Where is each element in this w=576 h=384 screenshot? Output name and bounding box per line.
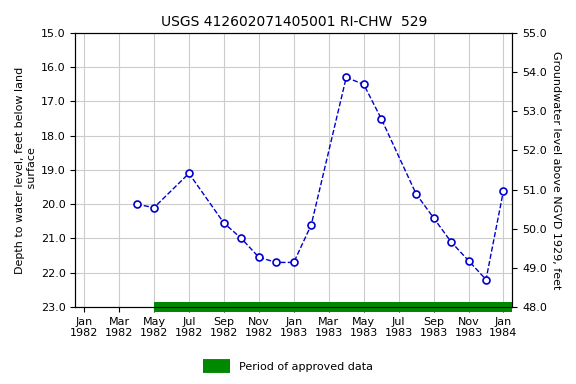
Y-axis label: Groundwater level above NGVD 1929, feet: Groundwater level above NGVD 1929, feet — [551, 51, 561, 289]
Legend: Period of approved data: Period of approved data — [198, 358, 378, 377]
Title: USGS 412602071405001 RI-CHW  529: USGS 412602071405001 RI-CHW 529 — [161, 15, 427, 29]
Y-axis label: Depth to water level, feet below land
 surface: Depth to water level, feet below land su… — [15, 66, 37, 273]
Bar — [154, 302, 512, 312]
